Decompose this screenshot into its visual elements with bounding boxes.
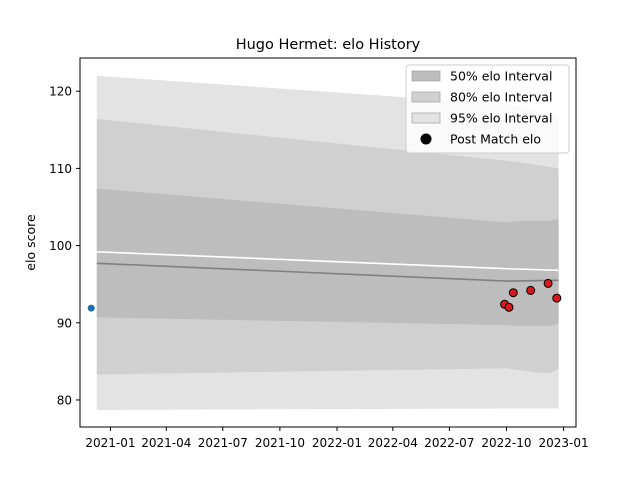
plot-area [86, 75, 562, 411]
y-tick-label: 110 [49, 162, 72, 176]
x-tick-label: 2022-10 [481, 436, 531, 450]
x-tick-label: 2022-01 [312, 436, 362, 450]
x-tick-label: 2021-01 [85, 436, 135, 450]
series-line-2 [96, 262, 559, 282]
chart-title: Hugo Hermet: elo History [236, 37, 421, 53]
band-3 [96, 188, 559, 326]
series-lines [96, 251, 559, 282]
x-tick-label: 2022-04 [368, 436, 418, 450]
x-tick-label: 2023-01 [539, 436, 589, 450]
y-tick-label: 90 [57, 316, 72, 330]
legend-swatch [411, 70, 441, 82]
legend-label: 80% elo Interval [450, 90, 552, 105]
post-match-point [543, 278, 553, 288]
legend-swatch [411, 112, 441, 124]
legend-marker [420, 133, 432, 145]
post-match-point [552, 293, 562, 303]
post-match-point [504, 302, 514, 312]
legend: 50% elo Interval 80% elo Interval 95% elo … [405, 64, 570, 154]
legend-label: 95% elo Interval [450, 111, 552, 126]
pre-match-point [86, 303, 96, 313]
x-tick-label: 2021-04 [141, 436, 191, 450]
post-match-point [508, 288, 518, 298]
y-tick-label: 100 [49, 239, 72, 253]
series-line-1 [96, 251, 559, 272]
x-axis: 2021-01 2021-04 2021-07 2021-10 2022-01 2022-… [85, 427, 589, 450]
interval-bands [96, 75, 559, 411]
x-tick-label: 2022-07 [424, 436, 474, 450]
legend-label: Post Match elo [450, 132, 541, 147]
legend-label: 50% elo Interval [450, 69, 552, 84]
y-tick-label: 120 [49, 85, 72, 99]
x-tick-label: 2021-07 [198, 436, 248, 450]
axes-frame [79, 57, 577, 428]
y-axis: 80 90 100 110 120 [49, 85, 80, 407]
x-tick-label: 2021-10 [255, 436, 305, 450]
y-axis-label: elo score [23, 214, 38, 271]
post-match-point [526, 285, 536, 295]
y-tick-label: 80 [57, 393, 72, 407]
match-points [86, 278, 562, 313]
legend-swatch [411, 91, 441, 103]
legend-box [405, 64, 570, 154]
